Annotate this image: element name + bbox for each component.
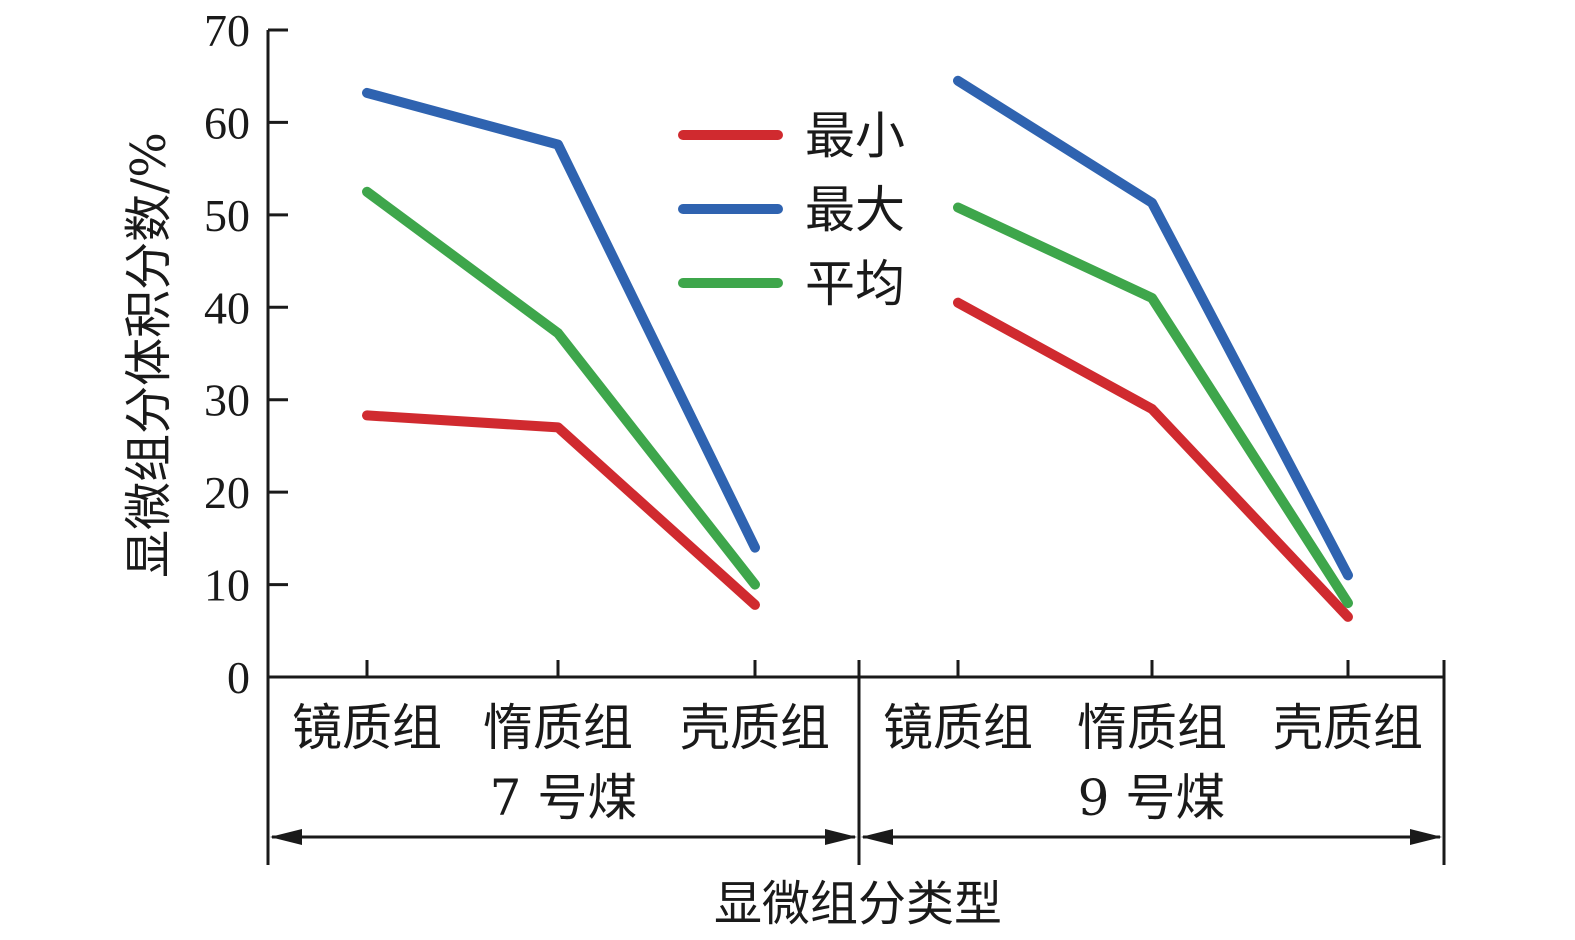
group-label: 9 号煤 <box>1078 769 1226 827</box>
y-tick-label: 0 <box>227 652 250 703</box>
arrowhead-left <box>270 829 302 845</box>
arrowhead-right <box>1410 829 1442 845</box>
y-tick-label: 10 <box>204 560 250 611</box>
group-label: 7 号煤 <box>490 769 638 827</box>
x-tick-label: 惰质组 <box>483 699 633 757</box>
arrowhead-right <box>825 829 857 845</box>
arrowhead-left <box>861 829 893 845</box>
x-tick-label: 壳质组 <box>1273 699 1423 757</box>
y-tick-label: 40 <box>204 282 250 333</box>
axes <box>266 30 1446 865</box>
y-tick-label: 70 <box>204 5 250 56</box>
series-line-平均 <box>362 186 760 590</box>
x-axis-label: 显微组分类型 <box>714 876 1002 932</box>
y-axis-ticks: 0 10 20 30 40 50 60 70 <box>204 5 288 703</box>
series-line-最大 <box>362 87 760 553</box>
x-tick-label: 镜质组 <box>292 699 442 757</box>
legend-label: 最小 <box>805 107 905 165</box>
y-tick-label: 60 <box>204 97 250 148</box>
y-axis-label: 显微组分体积分数/% <box>121 132 177 578</box>
y-tick-label: 50 <box>204 190 250 241</box>
series-lines <box>362 75 1353 622</box>
series-line-平均 <box>953 202 1353 609</box>
legend-label: 平均 <box>805 255 905 313</box>
legend-label: 最大 <box>805 181 905 239</box>
y-tick-label: 30 <box>204 375 250 426</box>
x-tick-label: 惰质组 <box>1077 699 1227 757</box>
x-tick-label: 镜质组 <box>883 699 1033 757</box>
series-line-最小 <box>362 410 760 610</box>
series-line-最小 <box>953 297 1353 622</box>
series-line-最大 <box>953 75 1353 581</box>
x-tick-label: 壳质组 <box>680 699 830 757</box>
y-tick-label: 20 <box>204 467 250 518</box>
